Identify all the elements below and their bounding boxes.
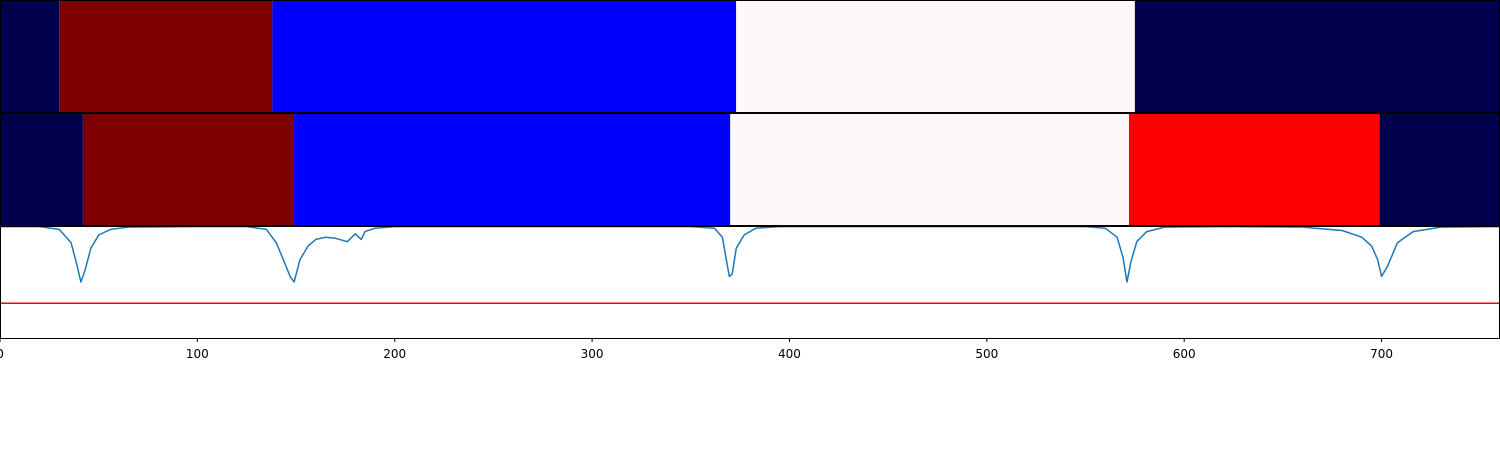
segment-0-2 bbox=[272, 0, 737, 112]
segment-0-1 bbox=[59, 0, 273, 112]
x-tick-label-500: 500 bbox=[975, 347, 998, 361]
segment-1-0 bbox=[0, 113, 83, 225]
line-panel-frame bbox=[0, 226, 1500, 339]
segment-strip-top bbox=[0, 0, 1500, 113]
x-tick-label-600: 600 bbox=[1173, 347, 1196, 361]
segment-1-4 bbox=[1128, 113, 1380, 225]
segment-0-0 bbox=[0, 0, 60, 112]
x-tick-label-700: 700 bbox=[1370, 347, 1393, 361]
segment-1-3 bbox=[730, 113, 1129, 225]
segment-1-2 bbox=[294, 113, 731, 225]
x-tick-label-200: 200 bbox=[383, 347, 406, 361]
segment-0-4 bbox=[1134, 0, 1500, 112]
x-axis: 0 100 200 300 400 500 600 700 bbox=[0, 338, 1393, 361]
x-tick-label-100: 100 bbox=[186, 347, 209, 361]
x-tick-label-0: 0 bbox=[0, 347, 4, 361]
segment-0-3 bbox=[736, 0, 1135, 112]
line-panel bbox=[0, 225, 1500, 339]
segment-1-5 bbox=[1379, 113, 1500, 225]
segment-1-1 bbox=[82, 113, 295, 225]
segment-strip-middle bbox=[0, 113, 1500, 226]
x-tick-label-400: 400 bbox=[778, 347, 801, 361]
x-tick-label-300: 300 bbox=[581, 347, 604, 361]
series-line-0 bbox=[0, 225, 1500, 283]
